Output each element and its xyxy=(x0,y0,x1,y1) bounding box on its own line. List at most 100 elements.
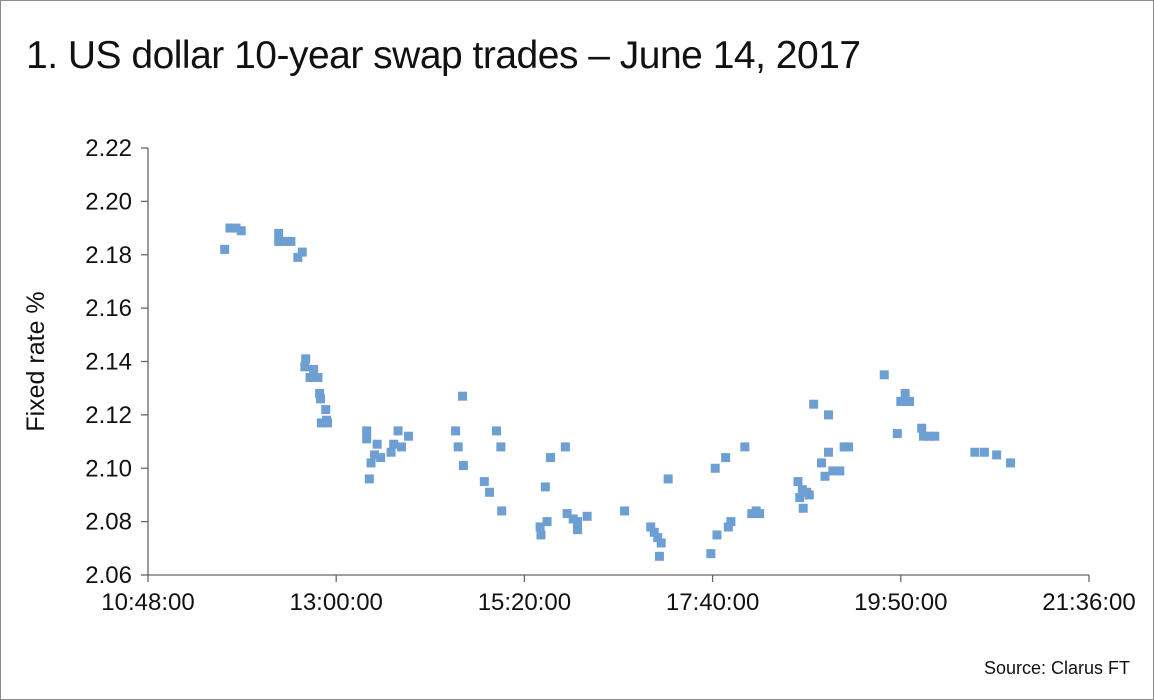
data-point xyxy=(823,447,833,457)
data-point xyxy=(315,389,325,399)
data-point xyxy=(393,426,403,436)
chart-title: 1. US dollar 10-year swap trades – June … xyxy=(26,34,861,77)
data-point xyxy=(917,423,927,433)
x-tick-label: 15:20:00 xyxy=(478,589,571,616)
data-point xyxy=(496,442,506,452)
data-point xyxy=(712,530,722,540)
data-point xyxy=(809,399,819,409)
data-point xyxy=(879,370,889,380)
data-point xyxy=(362,434,372,444)
data-point xyxy=(453,442,463,452)
data-point xyxy=(646,522,656,532)
y-tick-label: 2.08 xyxy=(85,509,132,536)
data-point xyxy=(710,463,720,473)
data-point xyxy=(896,397,906,407)
data-point xyxy=(620,506,630,516)
data-point xyxy=(236,226,246,236)
data-point xyxy=(458,391,468,401)
data-point xyxy=(835,466,845,476)
data-point xyxy=(721,453,731,463)
y-tick-label: 2.10 xyxy=(85,455,132,482)
y-axis-label: Fixed rate % xyxy=(22,291,50,431)
data-point xyxy=(930,431,940,441)
data-point xyxy=(313,373,323,383)
data-point xyxy=(535,522,545,532)
data-point xyxy=(905,397,915,407)
data-point xyxy=(706,549,716,559)
data-point xyxy=(820,471,830,481)
data-point xyxy=(979,447,989,457)
data-point xyxy=(924,431,934,441)
data-point xyxy=(404,431,414,441)
data-point xyxy=(485,487,495,497)
data-point xyxy=(823,410,833,420)
data-point xyxy=(726,517,736,527)
data-point xyxy=(892,429,902,439)
y-tick-label: 2.18 xyxy=(85,242,132,269)
data-point xyxy=(479,477,489,487)
data-point xyxy=(364,474,374,484)
data-point xyxy=(573,525,583,535)
data-point xyxy=(220,244,230,254)
data-point xyxy=(546,453,556,463)
data-point xyxy=(386,447,396,457)
data-point xyxy=(653,533,663,543)
x-tick-label: 17:40:00 xyxy=(666,589,759,616)
data-point xyxy=(740,442,750,452)
data-point xyxy=(804,490,814,500)
data-point xyxy=(992,450,1002,460)
data-point xyxy=(918,431,928,441)
data-point xyxy=(300,362,310,372)
data-point xyxy=(362,426,372,436)
data-point xyxy=(755,509,765,519)
source-note: Source: Clarus FT xyxy=(983,658,1130,678)
data-point xyxy=(274,228,284,238)
y-tick-label: 2.06 xyxy=(85,562,132,589)
data-point xyxy=(451,426,461,436)
data-point xyxy=(293,252,303,262)
data-point xyxy=(497,506,507,516)
data-point xyxy=(723,522,733,532)
data-point xyxy=(582,511,592,521)
data-point xyxy=(366,458,376,468)
data-point xyxy=(562,509,572,519)
data-point xyxy=(828,466,838,476)
data-point xyxy=(225,223,235,233)
data-point xyxy=(309,365,319,375)
data-point xyxy=(316,418,326,428)
data-point xyxy=(316,394,326,404)
data-point xyxy=(372,439,382,449)
data-point xyxy=(297,247,307,257)
data-point xyxy=(844,442,854,452)
y-tick-label: 2.20 xyxy=(85,188,132,215)
data-point xyxy=(321,405,331,415)
data-point xyxy=(663,474,673,484)
data-point xyxy=(817,458,827,468)
data-point xyxy=(458,461,468,471)
x-tick-label: 19:50:00 xyxy=(854,589,947,616)
data-point xyxy=(542,517,552,527)
data-point xyxy=(274,236,284,246)
data-point xyxy=(536,530,546,540)
data-point xyxy=(560,442,570,452)
data-point xyxy=(573,517,583,527)
data-point xyxy=(656,538,666,548)
y-tick-label: 2.16 xyxy=(85,295,132,322)
data-point xyxy=(305,373,315,383)
data-point xyxy=(376,453,386,463)
data-point xyxy=(654,551,664,561)
data-point xyxy=(970,447,980,457)
data-point xyxy=(280,236,290,246)
x-tick-label: 10:48:00 xyxy=(101,589,194,616)
data-point xyxy=(900,389,910,399)
data-point xyxy=(798,503,808,513)
data-point xyxy=(492,426,502,436)
x-tick-label: 13:00:00 xyxy=(289,589,382,616)
data-point xyxy=(231,223,241,233)
data-point xyxy=(397,442,407,452)
data-point xyxy=(540,482,550,492)
data-point xyxy=(795,493,805,503)
x-tick-label: 21:36:00 xyxy=(1042,589,1135,616)
y-tick-label: 2.14 xyxy=(85,349,132,376)
